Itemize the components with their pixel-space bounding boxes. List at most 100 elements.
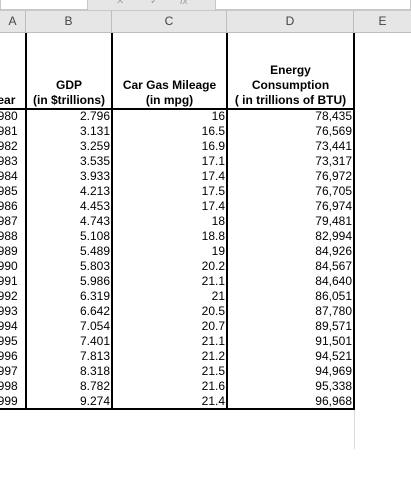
cell-energy[interactable]: 73,441	[315, 139, 352, 153]
cell-gdp[interactable]: 4.453	[79, 199, 110, 213]
cell-energy[interactable]: 76,972	[315, 169, 352, 183]
cell-gdp[interactable]: 9.274	[79, 394, 110, 408]
cell-energy[interactable]: 86,051	[315, 289, 352, 303]
cell-energy[interactable]: 78,435	[315, 109, 352, 123]
cell-mileage[interactable]: 16.9	[201, 139, 225, 153]
name-box[interactable]	[0, 0, 88, 10]
cell-gdp[interactable]: 3.131	[79, 124, 110, 138]
cell-mileage[interactable]: 19	[211, 244, 225, 258]
cell-year[interactable]: 1998	[0, 379, 18, 393]
cell-year[interactable]: 1986	[0, 199, 18, 213]
cell-year[interactable]: 1991	[0, 274, 18, 288]
cell-energy[interactable]: 79,481	[315, 214, 352, 228]
table-header-row: Year GDP (in $trillions) Car Gas Mileage…	[0, 33, 411, 109]
cell-mileage[interactable]: 18.8	[201, 229, 225, 243]
cell-mileage[interactable]: 21.1	[201, 274, 225, 288]
cell-energy[interactable]: 84,926	[315, 244, 352, 258]
cell-mileage[interactable]: 21.4	[201, 394, 225, 408]
cell-energy[interactable]: 76,974	[315, 199, 352, 213]
cell-energy[interactable]: 95,338	[315, 379, 352, 393]
cell-mileage[interactable]: 21.5	[201, 364, 225, 378]
cell-mileage[interactable]: 21.1	[201, 334, 225, 348]
cell-gdp[interactable]: 3.259	[79, 139, 110, 153]
cell-gdp[interactable]: 5.986	[79, 274, 110, 288]
cell-year[interactable]: 1999	[0, 394, 18, 408]
cell-mileage[interactable]: 17.4	[201, 169, 225, 183]
cell-year[interactable]: 1994	[0, 319, 18, 333]
table-row: 1981 3.131 16.5 76,569	[0, 124, 411, 139]
enter-icon[interactable]: ✓	[150, 0, 159, 7]
column-header-a[interactable]: A	[0, 11, 26, 32]
cell-gdp[interactable]: 4.743	[79, 214, 110, 228]
cell-gdp[interactable]: 2.796	[79, 109, 110, 123]
cell-year[interactable]: 1989	[0, 244, 18, 258]
cell-year[interactable]: 1981	[0, 124, 18, 138]
cell-gdp[interactable]: 5.108	[79, 229, 110, 243]
cell-mileage[interactable]: 20.7	[201, 319, 225, 333]
cell-mileage[interactable]: 18	[211, 214, 225, 228]
cell-gdp[interactable]: 7.401	[79, 334, 110, 348]
header-gdp-line-2: (in $trillions)	[33, 93, 105, 107]
cell-energy[interactable]: 76,705	[315, 184, 352, 198]
cell-mileage[interactable]: 20.5	[201, 304, 225, 318]
cell-year[interactable]: 1987	[0, 214, 18, 228]
column-header-b[interactable]: B	[26, 11, 112, 32]
cell-gdp[interactable]: 7.054	[79, 319, 110, 333]
header-energy[interactable]: Energy Consumption ( in trillions of BTU…	[227, 33, 354, 109]
cell-energy[interactable]: 89,571	[315, 319, 352, 333]
column-headers: A B C D E	[0, 11, 411, 33]
header-gdp[interactable]: GDP (in $trillions)	[26, 33, 112, 109]
formula-input[interactable]	[215, 0, 411, 10]
cell-gdp[interactable]: 3.535	[79, 154, 110, 168]
cell-energy[interactable]: 84,567	[315, 259, 352, 273]
header-year[interactable]: Year	[0, 33, 26, 109]
cell-mileage[interactable]: 17.1	[201, 154, 225, 168]
header-mileage[interactable]: Car Gas Mileage (in mpg)	[112, 33, 227, 109]
cell-energy[interactable]: 84,640	[315, 274, 352, 288]
function-icon[interactable]: fx	[180, 0, 188, 7]
cell-energy[interactable]: 91,501	[315, 334, 352, 348]
cell-mileage[interactable]: 17.4	[201, 199, 225, 213]
cell-gdp[interactable]: 7.813	[79, 349, 110, 363]
column-header-c[interactable]: C	[112, 11, 227, 32]
column-header-e[interactable]: E	[378, 14, 387, 28]
cancel-icon[interactable]: ✕	[116, 0, 125, 7]
cell-energy[interactable]: 76,569	[315, 124, 352, 138]
cell-mileage[interactable]: 20.2	[201, 259, 225, 273]
cell-energy[interactable]: 73,317	[315, 154, 352, 168]
cell-gdp[interactable]: 8.782	[79, 379, 110, 393]
cell-mileage[interactable]: 16	[211, 109, 225, 123]
cell-gdp[interactable]: 5.803	[79, 259, 110, 273]
cell-year[interactable]: 1992	[0, 289, 18, 303]
cell-year[interactable]: 1982	[0, 139, 18, 153]
cell-year[interactable]: 1985	[0, 184, 18, 198]
cell-mileage[interactable]: 17.5	[201, 184, 225, 198]
cell-gdp[interactable]: 6.319	[79, 289, 110, 303]
cell-energy[interactable]: 94,521	[315, 349, 352, 363]
cell-energy[interactable]: 82,994	[315, 229, 352, 243]
cell-gdp[interactable]: 3.933	[79, 169, 110, 183]
cell-mileage[interactable]: 21	[211, 289, 225, 303]
cell-energy[interactable]: 96,968	[315, 394, 352, 408]
column-header-d[interactable]: D	[227, 11, 354, 32]
table-row: 1999 9.274 21.4 96,968	[0, 394, 411, 409]
cell-mileage[interactable]: 16.5	[201, 124, 225, 138]
cell-gdp[interactable]: 8.318	[79, 364, 110, 378]
table-border	[353, 33, 355, 409]
cell-gdp[interactable]: 4.213	[79, 184, 110, 198]
cell-gdp[interactable]: 5.489	[79, 244, 110, 258]
cell-gdp[interactable]: 6.642	[79, 304, 110, 318]
cell-energy[interactable]: 94,969	[315, 364, 352, 378]
cell-year[interactable]: 1980	[0, 109, 18, 123]
cell-year[interactable]: 1990	[0, 259, 18, 273]
cell-mileage[interactable]: 21.6	[201, 379, 225, 393]
cell-mileage[interactable]: 21.2	[201, 349, 225, 363]
cell-energy[interactable]: 87,780	[315, 304, 352, 318]
